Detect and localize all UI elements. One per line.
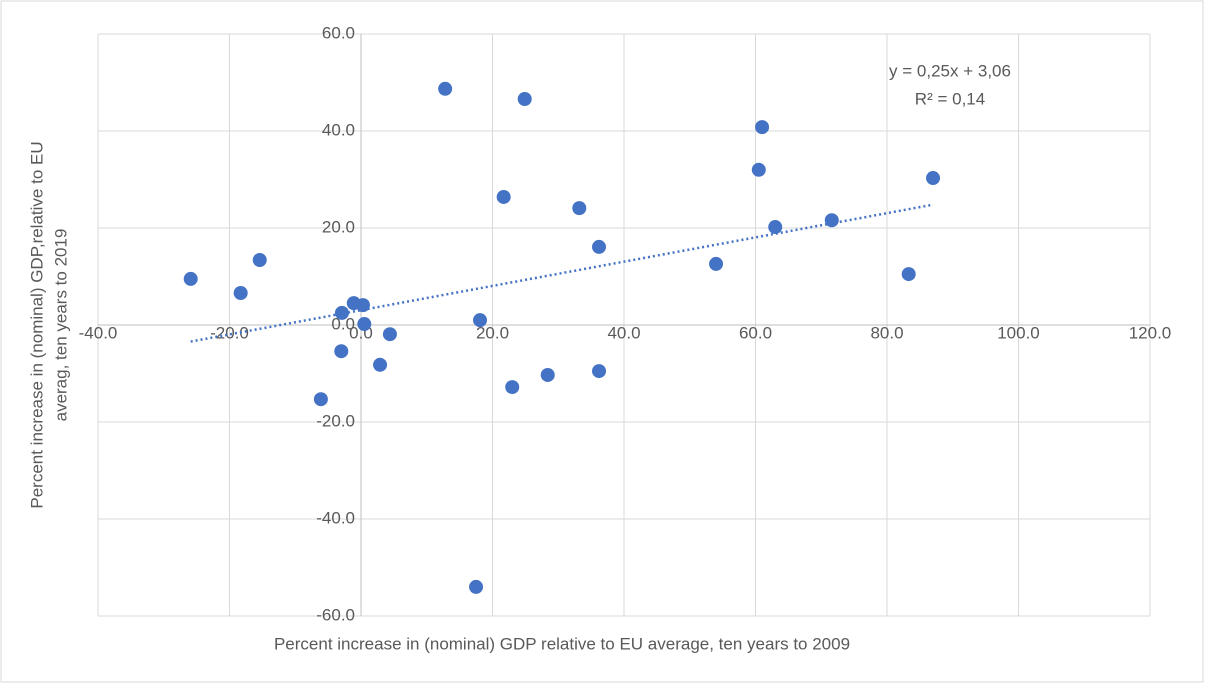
y-tick-label: 40.0	[322, 120, 355, 139]
trendline	[190, 203, 934, 343]
y-tick-label: -40.0	[316, 508, 355, 527]
data-point	[183, 271, 198, 286]
data-point	[355, 298, 370, 313]
x-tick-label: 40.0	[607, 323, 640, 342]
data-point	[768, 220, 783, 235]
y-tick-label: 60.0	[322, 23, 355, 42]
y-axis-title: Percent increase in (nominal) GDP,relati…	[27, 141, 70, 508]
data-point	[592, 364, 607, 379]
data-point	[334, 305, 349, 320]
data-point	[334, 344, 349, 359]
y-tick-label: -60.0	[316, 605, 355, 624]
data-point	[505, 380, 520, 395]
x-tick-label: -20.0	[210, 323, 249, 342]
data-point	[926, 171, 941, 186]
y-tick-label: -20.0	[316, 411, 355, 430]
y-axis-title-line: averag, ten years to 2019	[51, 229, 70, 422]
x-axis-title: Percent increase in (nominal) GDP relati…	[274, 634, 850, 653]
x-tick-label: 80.0	[870, 323, 903, 342]
data-point	[473, 313, 488, 328]
data-point	[313, 392, 328, 407]
data-point	[373, 357, 388, 372]
data-point	[901, 267, 916, 282]
data-point	[592, 239, 607, 254]
data-point	[382, 327, 397, 342]
data-point	[438, 81, 453, 96]
x-tick-label: -40.0	[79, 323, 118, 342]
data-point	[357, 317, 372, 332]
x-tick-label: 20.0	[476, 323, 509, 342]
y-axis-title-line: Percent increase in (nominal) GDP,relati…	[27, 141, 46, 508]
data-point	[755, 120, 770, 135]
data-point	[496, 189, 511, 204]
data-point	[252, 253, 267, 268]
y-tick-label: 20.0	[322, 217, 355, 236]
x-tick-label: 60.0	[739, 323, 772, 342]
x-tick-label: 100.0	[997, 323, 1040, 342]
data-point	[540, 367, 555, 382]
data-point	[517, 91, 532, 106]
x-tick-label: 120.0	[1129, 323, 1172, 342]
data-point	[572, 201, 587, 216]
trendline-r2: R² = 0,14	[915, 89, 985, 108]
data-point	[751, 162, 766, 177]
data-point	[709, 256, 724, 271]
data-point	[824, 213, 839, 228]
data-point	[233, 285, 248, 300]
data-point	[469, 579, 484, 594]
y-tick-label: 0.0	[331, 314, 355, 333]
trendline-equation: y = 0,25x + 3,06	[889, 61, 1011, 80]
